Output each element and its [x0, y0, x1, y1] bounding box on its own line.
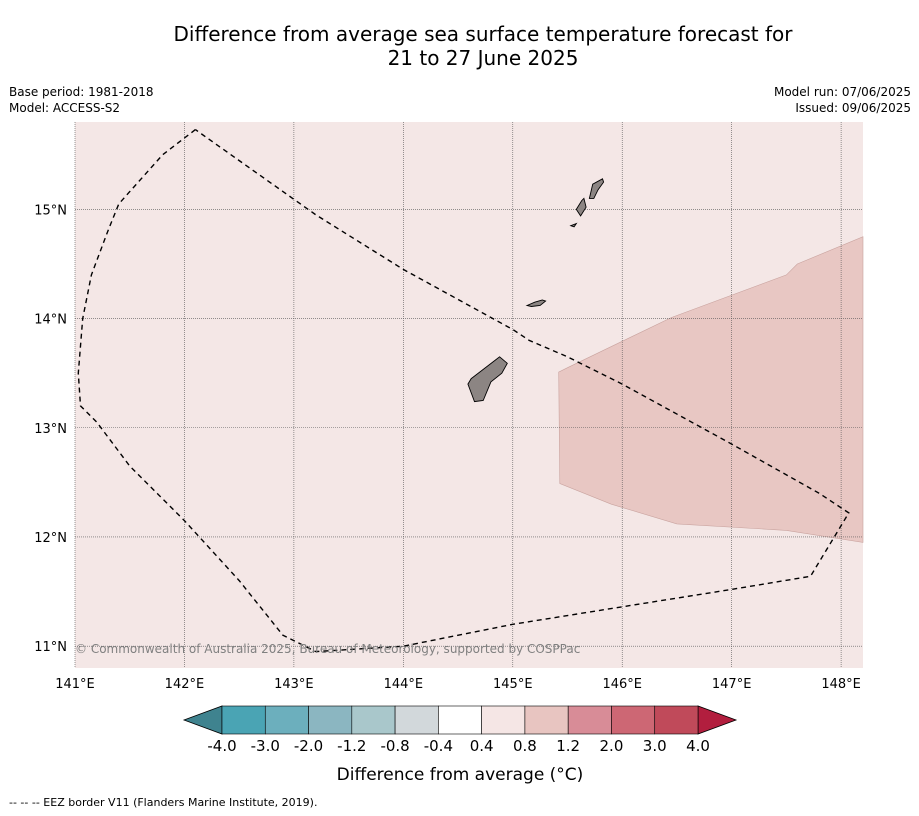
island-guam — [467, 356, 508, 403]
eez-legend: -- -- -- EEZ border V11 (Flanders Marine… — [9, 796, 318, 809]
island-saipan — [588, 178, 605, 199]
colorbar-tick-label: 2.0 — [600, 737, 624, 755]
colorbar-tick-label: 4.0 — [686, 737, 710, 755]
map-layer: © Commonwealth of Australia 2025, Bureau… — [34, 122, 864, 692]
colorbar-bin — [394, 705, 439, 735]
issued-date: Issued: 09/06/2025 — [795, 101, 911, 115]
eez-border — [77, 129, 850, 653]
lon-tick-label: 145°E — [493, 677, 533, 692]
lat-tick-label: 15°N — [34, 203, 67, 218]
lon-tick-label: 144°E — [384, 677, 424, 692]
lon-tick-label: 148°E — [821, 677, 861, 692]
colorbar-label: Difference from average (°C) — [337, 765, 584, 785]
lat-tick-label: 11°N — [34, 640, 67, 655]
lon-tick-label: 143°E — [274, 677, 314, 692]
colorbar-bin — [481, 705, 526, 735]
colorbar-tick-label: 3.0 — [643, 737, 667, 755]
island-aguijan — [569, 222, 578, 228]
warm-anomaly-region — [558, 236, 864, 543]
island-tinian — [575, 197, 587, 217]
colorbar-bin — [308, 705, 353, 735]
lat-tick-label: 13°N — [34, 422, 67, 437]
lon-tick-label: 147°E — [712, 677, 752, 692]
colorbar-low-extend — [182, 705, 223, 735]
map-title: Difference from average sea surface temp… — [0, 22, 919, 70]
colorbar-tick-label: -2.0 — [294, 737, 323, 755]
lon-tick-label: 142°E — [165, 677, 205, 692]
title-line-1: Difference from average sea surface temp… — [173, 22, 793, 46]
colorbar-bin — [438, 705, 482, 735]
colorbar-bin — [264, 705, 309, 735]
colorbar-bin — [567, 705, 612, 735]
title-line-2: 21 to 27 June 2025 — [387, 46, 579, 70]
model-name: Model: ACCESS-S2 — [9, 101, 121, 115]
colorbar-tick-label: -1.2 — [337, 737, 366, 755]
colorbar-tick-label: 0.4 — [470, 737, 494, 755]
colorbar-bin — [221, 705, 266, 735]
meta-right: Model run: 07/06/2025 Issued: 09/06/2025 — [774, 84, 911, 116]
copyright-text: © Commonwealth of Australia 2025, Bureau… — [75, 642, 580, 656]
colorbar: -4.0 -3.0 -2.0 -1.2 -0.8 -0.4 0.4 0.8 1.2 2.0 3.0 4… — [182, 705, 738, 785]
colorbar-tick-label: 1.2 — [556, 737, 580, 755]
lat-tick-label: 14°N — [34, 313, 67, 328]
colorbar-high-extend — [697, 705, 738, 735]
colorbar-tick-label: -3.0 — [251, 737, 280, 755]
lat-tick-label: 12°N — [34, 531, 67, 546]
base-period: Base period: 1981-2018 — [9, 85, 154, 99]
island-rota — [525, 299, 547, 307]
lon-tick-label: 141°E — [55, 677, 95, 692]
model-run: Model run: 07/06/2025 — [773, 85, 911, 99]
colorbar-bin — [654, 705, 699, 735]
meta-left: Base period: 1981-2018 Model: ACCESS-S2 — [9, 84, 154, 116]
colorbar-tick-label: 0.8 — [513, 737, 537, 755]
colorbar-tick-label: -0.8 — [380, 737, 409, 755]
colorbar-bin — [351, 705, 396, 735]
colorbar-tick-label: -0.4 — [424, 737, 453, 755]
lon-tick-label: 146°E — [602, 677, 642, 692]
colorbar-bin — [611, 705, 656, 735]
colorbar-tick-label: -4.0 — [207, 737, 236, 755]
colorbar-bin — [524, 705, 569, 735]
